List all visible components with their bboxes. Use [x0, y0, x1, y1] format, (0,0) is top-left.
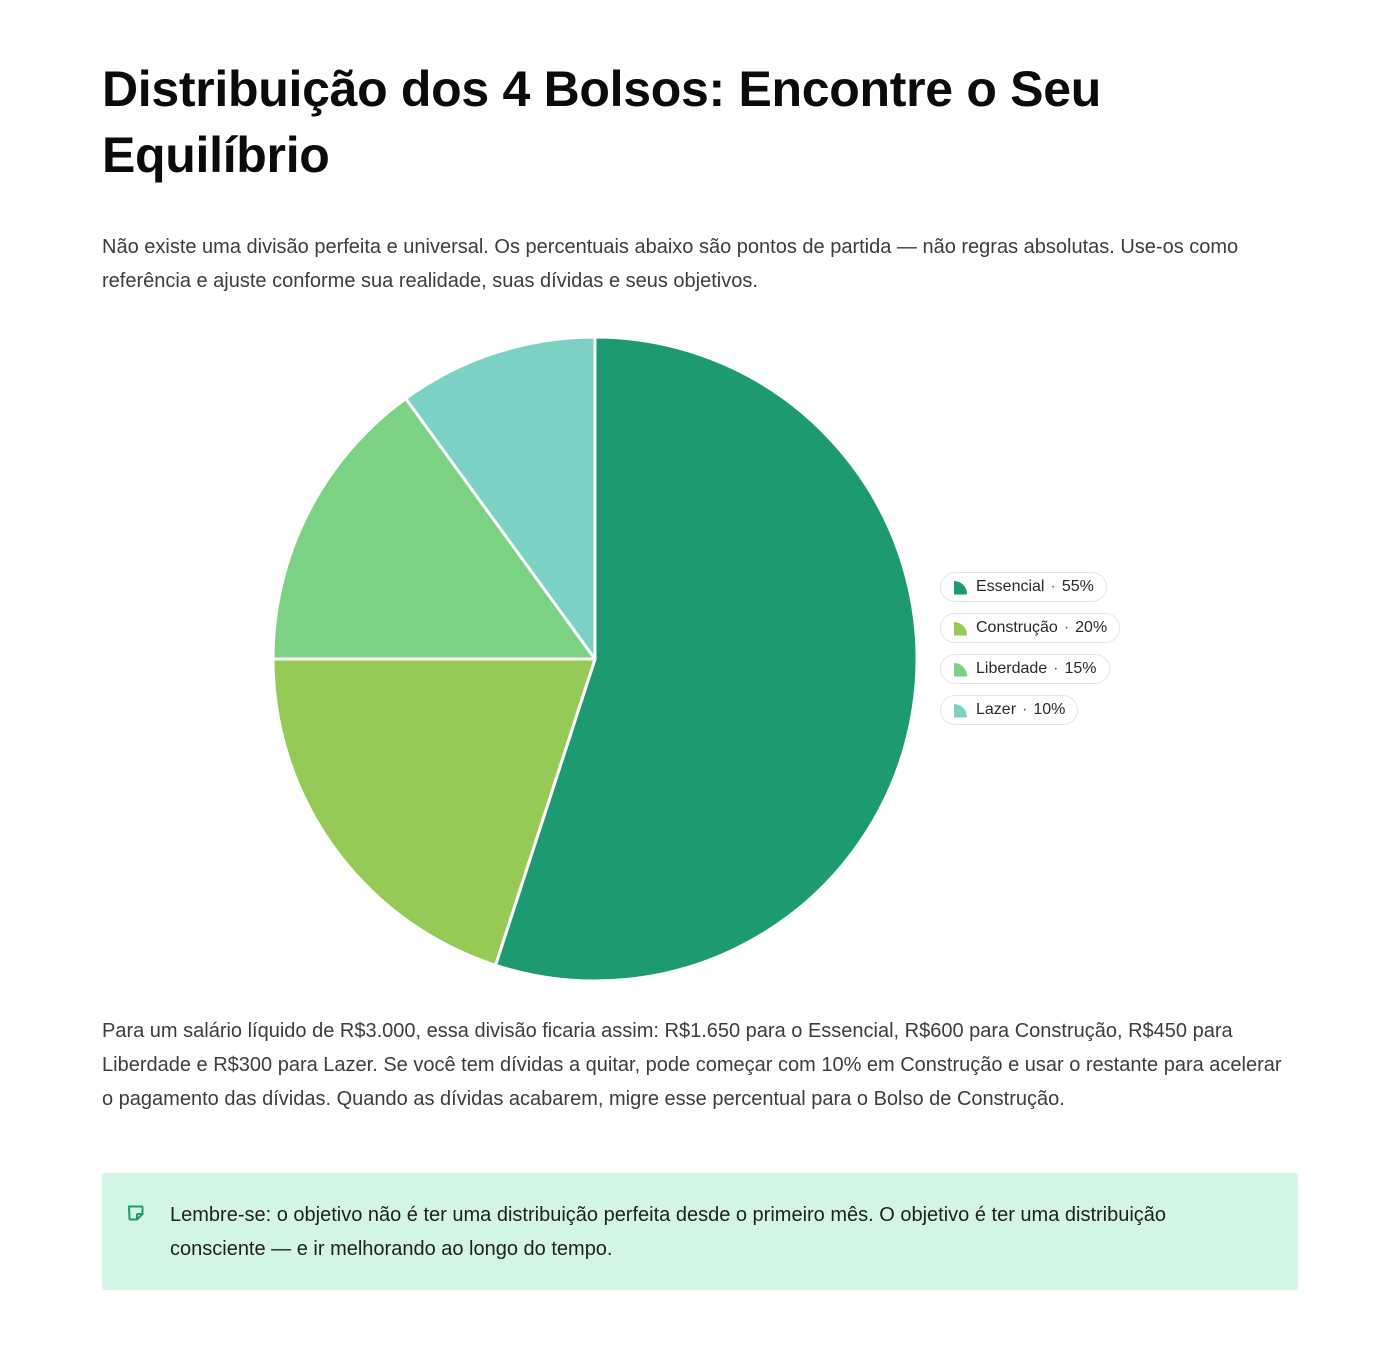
pie-chart-svg	[271, 335, 919, 983]
legend-separator: ·	[1053, 660, 1059, 677]
legend-item-construcao[interactable]: Construção · 20%	[940, 613, 1121, 643]
legend-item-essencial[interactable]: Essencial · 55%	[940, 572, 1107, 602]
pie-slice-liberdade[interactable]	[271, 396, 597, 661]
legend-swatch-icon	[953, 662, 968, 677]
callout-text: Lembre-se: o objetivo não é ter uma dist…	[170, 1204, 1167, 1260]
page: Distribuição dos 4 Bolsos: Encontre o Se…	[102, 56, 1298, 1290]
legend-value: 20%	[1075, 619, 1108, 636]
legend-label: Lazer	[976, 701, 1017, 718]
pie-chart: Essencial · 55% Construção · 20% Liberda…	[102, 334, 1298, 984]
legend-label: Essencial	[976, 578, 1045, 595]
legend-label: Liberdade	[976, 660, 1048, 677]
legend-separator: ·	[1063, 619, 1070, 636]
legend-item-lazer[interactable]: Lazer · 10%	[940, 695, 1079, 725]
pie-slice-essencial[interactable]	[493, 335, 919, 983]
pie-slice-construcao[interactable]	[271, 657, 597, 967]
legend-swatch-icon	[953, 621, 968, 636]
legend-value: 10%	[1033, 701, 1066, 718]
pie-slice-lazer[interactable]	[404, 335, 597, 661]
legend-value: 15%	[1064, 660, 1097, 677]
legend-value: 55%	[1061, 578, 1094, 595]
example-paragraph: Para um salário líquido de R$3.000, essa…	[102, 1020, 1282, 1110]
legend-label: Construção	[976, 619, 1058, 636]
legend-item-liberdade[interactable]: Liberdade · 15%	[940, 654, 1110, 684]
page-title: Distribuição dos 4 Bolsos: Encontre o Se…	[102, 61, 1101, 183]
legend-separator: ·	[1022, 701, 1028, 718]
chart-legend: Essencial · 55% Construção · 20% Liberda…	[940, 572, 1121, 725]
callout-box: Lembre-se: o objetivo não é ter uma dist…	[102, 1173, 1298, 1290]
note-icon	[126, 1203, 146, 1223]
intro-paragraph: Não existe uma divisão perfeita e univer…	[102, 236, 1239, 292]
legend-swatch-icon	[953, 703, 968, 718]
legend-swatch-icon	[953, 580, 968, 595]
legend-separator: ·	[1050, 578, 1056, 595]
